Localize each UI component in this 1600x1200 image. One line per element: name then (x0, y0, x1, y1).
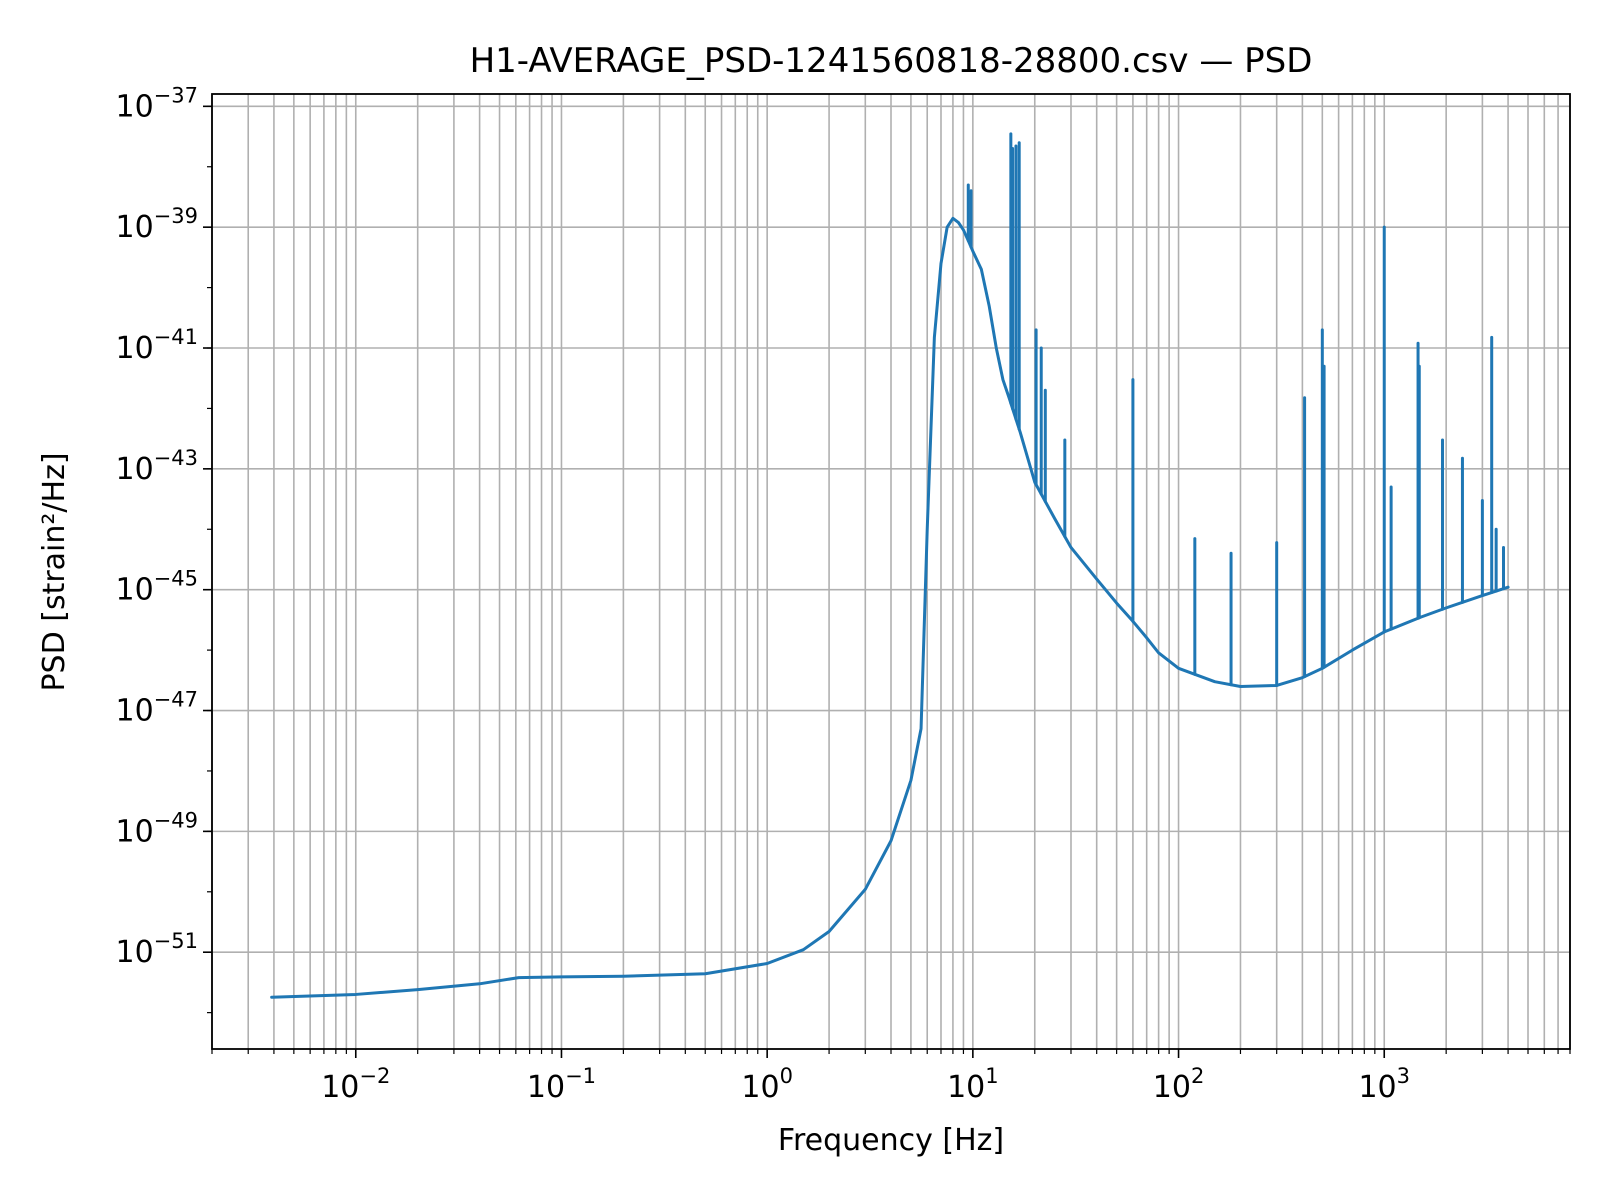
psd-series-line (270, 216, 1510, 999)
y-tick-label: 10−39 (115, 204, 198, 245)
x-tick-label: 101 (947, 1064, 999, 1105)
y-tick-label: 10−41 (115, 325, 198, 366)
y-axis-label: PSD [strain²/Hz] (37, 452, 72, 691)
y-tick-label: 10−47 (115, 688, 198, 729)
series-layer (270, 132, 1510, 999)
x-tick-label: 10−2 (321, 1064, 390, 1105)
chart-title: H1-AVERAGE_PSD-1241560818-28800.csv — PS… (470, 41, 1313, 81)
x-tick-label: 102 (1153, 1064, 1205, 1105)
x-tick-label: 103 (1358, 1064, 1410, 1105)
tick-labels: 10−37 10−39 10−41 10−43 10−45 10−47 10−49 10−51… (115, 83, 1410, 1105)
x-tick-label: 10−1 (527, 1064, 596, 1105)
x-tick-label: 100 (741, 1064, 793, 1105)
y-tick-label: 10−45 (115, 567, 198, 608)
axis-ticks (203, 105, 1571, 1058)
grid (211, 94, 1571, 1049)
x-axis-label: Frequency [Hz] (778, 1123, 1004, 1158)
y-tick-label: 10−37 (115, 83, 198, 124)
y-tick-label: 10−49 (115, 808, 198, 849)
y-tick-label: 10−43 (115, 446, 198, 487)
y-tick-label: 10−51 (115, 929, 198, 970)
